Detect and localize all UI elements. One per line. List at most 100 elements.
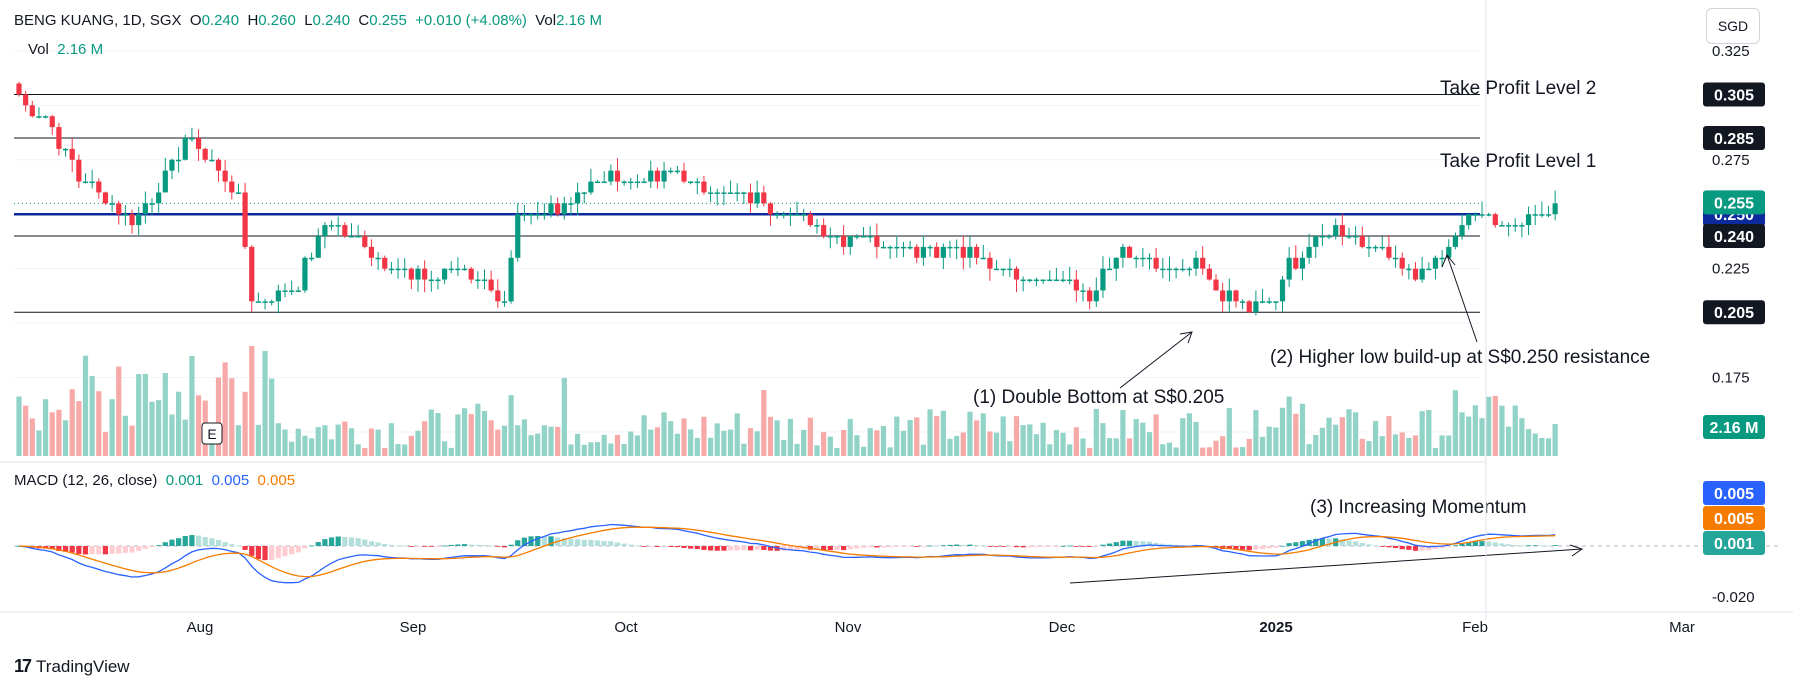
volume-bar — [62, 420, 69, 456]
macd-hist-bar — [1552, 545, 1558, 546]
candle-body — [402, 268, 408, 271]
candle-body — [1333, 225, 1339, 236]
macd-hist-bar — [1053, 546, 1059, 547]
y-tick-label: 0.325 — [1712, 43, 1750, 60]
macd-hist-bar — [648, 546, 654, 547]
volume-bar — [461, 408, 468, 456]
macd-hist-bar — [328, 537, 335, 546]
candle-body — [1506, 225, 1512, 227]
volume-bar — [1146, 432, 1153, 456]
macd-hist-bar — [235, 545, 242, 547]
candle-body — [688, 181, 694, 184]
macd-hist-bar — [1532, 545, 1538, 547]
high-value: 0.260 — [258, 12, 296, 29]
macd-hist-bar — [1133, 540, 1139, 546]
volume-bar — [1020, 425, 1026, 456]
candle-body — [395, 268, 401, 271]
volume-bar — [661, 412, 667, 456]
volume-bar — [927, 409, 933, 456]
candle-body — [648, 170, 654, 182]
candle-body — [1472, 214, 1478, 216]
volume-bar — [674, 433, 680, 456]
candle-body — [69, 148, 75, 160]
macd-hist-bar — [215, 540, 222, 546]
volume-bar — [56, 409, 62, 456]
macd-hist-bar — [601, 541, 607, 546]
hist-badge-box — [1703, 531, 1765, 555]
volume-bar — [1339, 417, 1345, 456]
macd-hist-bar — [116, 546, 122, 554]
candle-body — [1446, 246, 1452, 258]
macd-hist-bar — [588, 539, 594, 546]
volume-bar — [1206, 447, 1212, 456]
volume-bar — [794, 443, 800, 456]
macd-hist-bar — [362, 539, 368, 546]
macd-hist-bar — [1007, 546, 1013, 547]
volume-bar — [269, 378, 275, 456]
macd-hist-bar — [993, 546, 1000, 547]
volume-bar — [628, 431, 634, 456]
volume-bar — [1047, 444, 1053, 456]
macd-hist-bar — [940, 545, 946, 547]
level-badge: 0.205 — [1703, 300, 1765, 325]
volume-bar — [1545, 438, 1552, 456]
chart-grid — [14, 50, 1480, 433]
macd-hist-bar — [162, 542, 168, 546]
volume-bar — [1153, 414, 1159, 456]
volume-bar — [136, 374, 142, 456]
volume-bar — [561, 378, 567, 456]
macd-legend-hist: 0.001 — [165, 472, 204, 489]
macd-hist-bar — [614, 542, 621, 546]
candle-body — [515, 214, 521, 258]
macd-badge-box — [1703, 481, 1765, 505]
volume-bar — [1160, 444, 1166, 456]
macd-hist-bar — [535, 536, 541, 546]
candle-body — [62, 148, 69, 151]
volume-bar — [1279, 407, 1286, 456]
macd-hist-bar — [1373, 545, 1379, 547]
candle-body — [1293, 257, 1299, 269]
macd-hist-bar — [1499, 543, 1505, 546]
candle-body — [16, 83, 22, 95]
volume-bar — [156, 400, 162, 456]
volume-bar — [1233, 447, 1239, 456]
volume-bar — [727, 429, 734, 456]
volume-legend-label: Vol — [28, 41, 49, 58]
macd-hist-bar — [1087, 546, 1093, 547]
macd-hist-bar — [887, 546, 893, 548]
macd-hist-bar — [668, 546, 674, 547]
macd-hist-bar — [1346, 540, 1352, 546]
currency-button[interactable]: SGD — [1706, 8, 1760, 44]
macd-hist-bar — [1452, 545, 1458, 547]
volume-bar — [940, 410, 946, 456]
macd-hist-bar — [249, 546, 255, 556]
macd-hist-bar — [56, 546, 62, 551]
higher-low-arrow — [1446, 254, 1478, 343]
candle-body — [1153, 257, 1159, 269]
annotation-text: (1) Double Bottom at S$0.205 — [973, 387, 1224, 408]
volume-bar — [169, 414, 175, 456]
x-tick-label: Nov — [835, 619, 862, 636]
change-value: +0.010 (+4.08%) — [415, 12, 527, 29]
volume-bar — [388, 423, 394, 456]
volume-bar — [535, 433, 541, 456]
symbol-label[interactable]: BENG KUANG, 1D, SGX — [14, 12, 182, 29]
candle-body — [1206, 268, 1212, 280]
macd-hist-bar — [1479, 541, 1485, 546]
volume-bar — [1392, 434, 1399, 456]
volume-bar — [860, 446, 867, 456]
volume-bar — [1532, 433, 1538, 456]
macd-hist-bar — [541, 536, 547, 546]
candle-body — [934, 246, 940, 258]
volume-bar — [395, 444, 401, 456]
macd-legend[interactable]: MACD (12, 26, close) 0.001 0.005 0.005 — [14, 472, 295, 489]
tradingview-brand[interactable]: 17 TradingView — [14, 656, 130, 677]
volume-bar — [1000, 416, 1006, 456]
volume-bar — [1087, 447, 1093, 456]
candle-body — [1033, 279, 1040, 282]
annotations: Take Profit Level 2 Take Profit Level 1 (1… — [973, 78, 1650, 518]
volume-bar — [1053, 430, 1059, 456]
macd-hist-bar — [382, 543, 388, 546]
volume-legend[interactable]: Vol 2.16 M — [28, 41, 103, 58]
